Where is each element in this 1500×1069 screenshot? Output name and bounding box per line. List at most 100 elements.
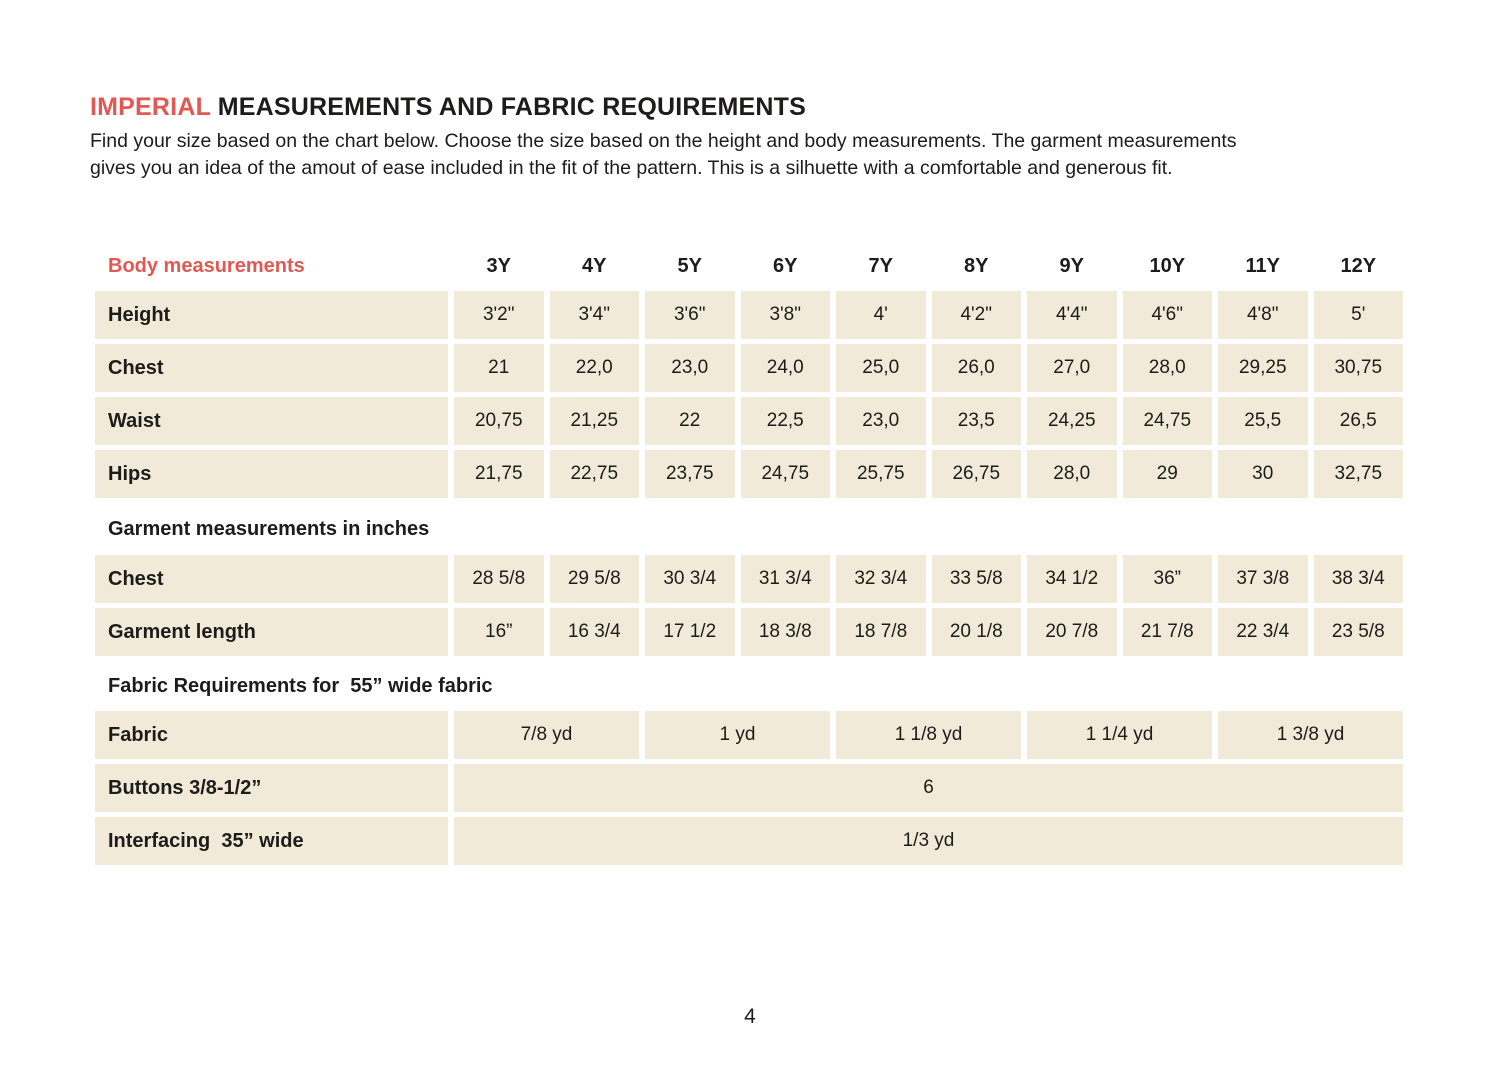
table-cell: 20 1/8: [931, 608, 1021, 656]
table-cell: 25,75: [836, 450, 926, 498]
table-row-waist: Waist 20,75 21,25 22 22,5 23,0 23,5 24,2…: [95, 397, 1403, 445]
table-cell: 28,0: [1122, 344, 1212, 392]
table-cell: 4'6": [1122, 291, 1212, 339]
table-cell: 29 5/8: [549, 555, 639, 603]
header-label-body-measurements: Body measurements: [108, 254, 305, 277]
table-cell: 22,75: [549, 450, 639, 498]
table-cell: 23,0: [645, 344, 735, 392]
fabric-yardage-cell: 1 yd: [645, 711, 830, 759]
table-cell: 16 3/4: [549, 608, 639, 656]
table-cell: 22,5: [740, 397, 830, 445]
table-cell: 24,0: [740, 344, 830, 392]
page-number: 4: [744, 1005, 756, 1028]
table-cell: 32 3/4: [836, 555, 926, 603]
column-header-5y: 5Y: [677, 254, 702, 277]
size-table: Body measurements 3Y 4Y 5Y 6Y 7Y 8Y 9Y 1…: [95, 246, 1403, 865]
table-cell: 28 5/8: [454, 555, 544, 603]
buttons-count-cell: 6: [454, 764, 1403, 812]
table-cell: 33 5/8: [931, 555, 1021, 603]
fabric-section-heading: Fabric Requirements for 55” wide fabric: [108, 674, 493, 697]
row-label-waist: Waist: [95, 397, 448, 445]
table-cell: 23,75: [645, 450, 735, 498]
table-cell: 3'4": [549, 291, 639, 339]
table-row-interfacing: Interfacing 35” wide 1/3 yd: [95, 817, 1403, 865]
row-label-garment-length: Garment length: [95, 608, 448, 656]
table-cell: 18 7/8: [836, 608, 926, 656]
table-cell: 20,75: [454, 397, 544, 445]
table-cell: 26,5: [1313, 397, 1403, 445]
table-cell: 30 3/4: [645, 555, 735, 603]
table-cell: 26,75: [931, 450, 1021, 498]
row-label-interfacing: Interfacing 35” wide: [95, 817, 448, 865]
table-cell: 26,0: [931, 344, 1021, 392]
table-row-chest: Chest 21 22,0 23,0 24,0 25,0 26,0 27,0 2…: [95, 344, 1403, 392]
table-cell: 17 1/2: [645, 608, 735, 656]
table-cell: 3'6": [645, 291, 735, 339]
table-cell: 24,25: [1027, 397, 1117, 445]
table-cell: 24,75: [1122, 397, 1212, 445]
table-cell: 4': [836, 291, 926, 339]
table-cell: 21 7/8: [1122, 608, 1212, 656]
table-header-row: Body measurements 3Y 4Y 5Y 6Y 7Y 8Y 9Y 1…: [95, 246, 1403, 286]
table-cell: 32,75: [1313, 450, 1403, 498]
table-cell: 29,25: [1218, 344, 1308, 392]
fabric-yardage-cell: 7/8 yd: [454, 711, 639, 759]
page-title-rest: MEASUREMENTS AND FABRIC REQUIREMENTS: [217, 93, 807, 121]
table-cell: 34 1/2: [1027, 555, 1117, 603]
table-cell: 38 3/4: [1313, 555, 1403, 603]
table-cell: 28,0: [1027, 450, 1117, 498]
table-cell: 4'8": [1218, 291, 1308, 339]
intro-line-2: gives you an idea of the amout of ease i…: [90, 157, 1173, 179]
fabric-yardage-cell: 1 3/8 yd: [1218, 711, 1403, 759]
table-cell: 27,0: [1027, 344, 1117, 392]
column-header-11y: 11Y: [1245, 254, 1280, 277]
table-row-hips: Hips 21,75 22,75 23,75 24,75 25,75 26,75…: [95, 450, 1403, 498]
row-label-fabric: Fabric: [95, 711, 448, 759]
column-header-10y: 10Y: [1149, 254, 1186, 277]
table-cell: 21,25: [549, 397, 639, 445]
table-cell: 18 3/8: [740, 608, 830, 656]
garment-section-heading: Garment measurements in inches: [108, 517, 430, 540]
table-cell: 5': [1313, 291, 1403, 339]
table-cell: 24,75: [740, 450, 830, 498]
column-header-12y: 12Y: [1340, 254, 1377, 277]
intro-text: Find your size based on the chart below.…: [90, 128, 1500, 182]
column-header-8y: 8Y: [964, 254, 989, 277]
table-cell: 20 7/8: [1027, 608, 1117, 656]
table-row-buttons: Buttons 3/8-1/2” 6: [95, 764, 1403, 812]
table-cell: 31 3/4: [740, 555, 830, 603]
table-row-garment-length: Garment length 16” 16 3/4 17 1/2 18 3/8 …: [95, 608, 1403, 656]
table-cell: 21: [454, 344, 544, 392]
table-cell: 30,75: [1313, 344, 1403, 392]
row-label-chest: Chest: [95, 344, 448, 392]
table-cell: 22,0: [549, 344, 639, 392]
fabric-yardage-cell: 1 1/4 yd: [1027, 711, 1212, 759]
table-cell: 16”: [454, 608, 544, 656]
intro-line-1: Find your size based on the chart below.…: [90, 130, 1237, 152]
table-cell: 22 3/4: [1218, 608, 1308, 656]
table-cell: 23,0: [836, 397, 926, 445]
column-header-4y: 4Y: [582, 254, 607, 277]
table-cell: 23 5/8: [1313, 608, 1403, 656]
row-label-garment-chest: Chest: [95, 555, 448, 603]
table-row-fabric: Fabric 7/8 yd 1 yd 1 1/8 yd 1 1/4 yd 1 3…: [95, 711, 1403, 759]
page-title-accent: IMPERIAL: [90, 93, 211, 121]
table-cell: 37 3/8: [1218, 555, 1308, 603]
table-cell: 3'8": [740, 291, 830, 339]
page-title: IMPERIAL MEASUREMENTS AND FABRIC REQUIRE…: [90, 93, 1500, 122]
row-label-buttons: Buttons 3/8-1/2”: [95, 764, 448, 812]
table-cell: 21,75: [454, 450, 544, 498]
column-header-7y: 7Y: [868, 254, 893, 277]
row-label-height: Height: [95, 291, 448, 339]
row-label-hips: Hips: [95, 450, 448, 498]
interfacing-yardage-cell: 1/3 yd: [454, 817, 1403, 865]
table-cell: 25,0: [836, 344, 926, 392]
table-cell: 4'2": [931, 291, 1021, 339]
table-cell: 3'2": [454, 291, 544, 339]
table-row-height: Height 3'2" 3'4" 3'6" 3'8" 4' 4'2" 4'4" …: [95, 291, 1403, 339]
table-cell: 30: [1218, 450, 1308, 498]
table-cell: 25,5: [1218, 397, 1308, 445]
table-cell: 22: [645, 397, 735, 445]
column-header-6y: 6Y: [773, 254, 798, 277]
